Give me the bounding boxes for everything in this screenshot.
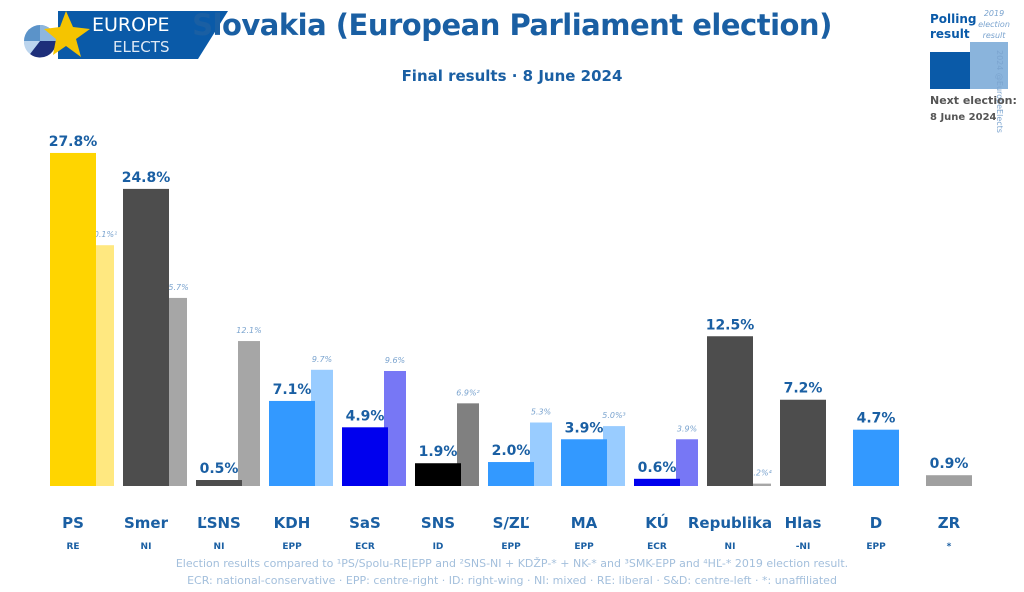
bar-poll-s-z: [488, 462, 534, 486]
legend-previous-line3: result: [982, 31, 1006, 40]
bar-2019-smer: [165, 297, 187, 486]
group-label-k: ECR: [647, 542, 667, 552]
category-label-ma: MA: [571, 514, 598, 532]
bar-2019-republika: [749, 483, 771, 486]
label-poll-zr: 0.9%: [930, 456, 969, 472]
pie-icon: [23, 25, 57, 58]
group-label-zr: *: [947, 542, 952, 552]
bar-poll-d: [853, 429, 899, 486]
bar-2019-sns: [457, 403, 479, 486]
next-election-label: Next election:: [930, 94, 1017, 107]
label-2019-sns: 12.1%: [236, 326, 261, 335]
bar-2019-ma: [603, 426, 625, 486]
footnote-groups: ECR: national-conservative · EPP: centre…: [187, 574, 837, 587]
category-label-kdh: KDH: [274, 514, 311, 532]
label-poll-republika: 12.5%: [706, 317, 755, 333]
label-2019-smer: 15.7%: [163, 283, 188, 292]
category-label-s-z: S/ZĽ: [493, 514, 530, 532]
group-label-sas: ECR: [355, 542, 375, 552]
label-poll-ps: 27.8%: [49, 134, 98, 150]
star-icon: [44, 11, 90, 57]
logo-text-elects: ELECTS: [113, 38, 169, 56]
legend-previous-swatch: [970, 42, 1008, 89]
group-label-smer: NI: [141, 542, 152, 552]
group-label-d: EPP: [866, 542, 886, 552]
label-poll-kdh: 7.1%: [273, 382, 312, 398]
europe-elects-logo: EUROPE ELECTS: [23, 11, 228, 59]
category-label-smer: Smer: [124, 514, 169, 532]
logo-banner: [58, 11, 228, 59]
label-2019-ma: 5.0%³: [602, 411, 626, 420]
bar-poll-zr: [926, 475, 972, 486]
category-label-sns: ĽSNS: [197, 514, 241, 532]
bar-poll-sns: [415, 463, 461, 486]
logo-text-europe: EUROPE: [92, 14, 170, 36]
label-2019-k: 3.9%: [677, 424, 697, 433]
bar-poll-republika: [707, 336, 753, 486]
category-label-sas: SaS: [349, 514, 381, 532]
category-label-ps: PS: [62, 514, 84, 532]
group-label-republika: NI: [725, 542, 736, 552]
group-label-sns: ID: [433, 542, 444, 552]
category-label-zr: ZR: [938, 514, 961, 532]
category-label-republika: Republika: [688, 514, 772, 532]
legend-polling-label: Polling result: [930, 12, 977, 42]
label-poll-hlas: 7.2%: [784, 381, 823, 397]
label-2019-s-z: 5.3%: [531, 408, 551, 417]
bar-2019-ps: [92, 245, 114, 486]
next-election-date: 8 June 2024: [930, 112, 997, 123]
chart-subtitle: Final results · 8 June 2024: [401, 67, 623, 85]
label-poll-s-z: 2.0%: [492, 443, 531, 459]
bar-2019-sas: [384, 370, 406, 486]
label-2019-sas: 9.6%: [385, 356, 405, 365]
bar-2019-k: [676, 439, 698, 486]
legend-polling-swatch: [930, 52, 970, 89]
label-2019-sns: 6.9%²: [456, 388, 480, 397]
category-label-k: KÚ: [645, 513, 669, 532]
legend: Polling result 2019 election result 2024…: [926, 6, 1024, 133]
bar-poll-ps: [50, 152, 96, 486]
group-label-hlas: -NI: [796, 542, 811, 552]
group-label-ma: EPP: [574, 542, 594, 552]
category-label-hlas: Hlas: [785, 514, 822, 532]
next-election: Next election: 8 June 2024: [930, 92, 1017, 126]
bar-poll-ma: [561, 439, 607, 486]
bar-2019-sns: [238, 341, 260, 486]
label-poll-sas: 4.9%: [346, 408, 385, 424]
label-2019-republika: 0.2%⁴: [748, 469, 772, 478]
footnote-comparison: Election results compared to ¹PS/Spolu-R…: [175, 557, 849, 570]
legend-previous-label: 2019 election result: [974, 8, 1014, 41]
bar-2019-kdh: [311, 369, 333, 486]
legend-previous-line2: election: [978, 20, 1010, 29]
category-label-sns: SNS: [421, 514, 455, 532]
group-label-sns: NI: [214, 542, 225, 552]
label-poll-d: 4.7%: [857, 411, 896, 427]
legend-polling-line2: result: [930, 27, 970, 41]
bar-poll-smer: [123, 188, 169, 486]
bar-2019-s-z: [530, 422, 552, 486]
group-label-ps: RE: [66, 542, 79, 552]
chart-title: Slovakia (European Parliament election): [192, 8, 832, 42]
label-poll-sns: 1.9%: [419, 444, 458, 460]
bar-poll-sns: [196, 480, 242, 486]
bar-poll-sas: [342, 427, 388, 486]
category-label-d: D: [870, 514, 882, 532]
bar-poll-k: [634, 478, 680, 486]
label-2019-ps: 20.1%¹: [89, 230, 118, 239]
label-poll-sns: 0.5%: [200, 461, 239, 477]
label-poll-k: 0.6%: [638, 460, 677, 476]
group-label-s-z: EPP: [501, 542, 521, 552]
legend-previous-line1: 2019: [983, 9, 1005, 18]
bar-poll-hlas: [780, 399, 826, 486]
group-label-kdh: EPP: [282, 542, 302, 552]
label-poll-ma: 3.9%: [565, 420, 604, 436]
label-2019-kdh: 9.7%: [312, 355, 332, 364]
legend-polling-line1: Polling: [930, 12, 977, 26]
label-poll-smer: 24.8%: [122, 170, 171, 186]
bar-poll-kdh: [269, 400, 315, 486]
